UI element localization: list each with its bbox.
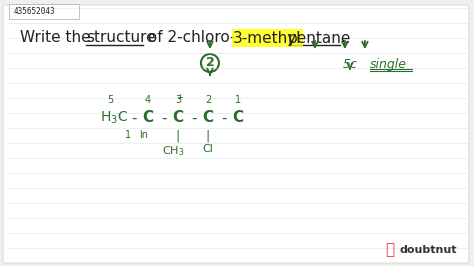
Text: doubtnut: doubtnut bbox=[400, 245, 457, 255]
Text: ln: ln bbox=[139, 130, 148, 140]
Text: 2: 2 bbox=[205, 95, 211, 105]
Text: 4: 4 bbox=[145, 95, 151, 105]
Text: single: single bbox=[369, 58, 406, 71]
Text: 1: 1 bbox=[235, 95, 241, 105]
Text: |: | bbox=[206, 129, 210, 142]
Text: Write the: Write the bbox=[20, 31, 95, 45]
Text: ⓓ: ⓓ bbox=[385, 243, 394, 257]
Text: -: - bbox=[221, 110, 227, 126]
Text: H$_3$C: H$_3$C bbox=[100, 110, 128, 126]
Text: 2: 2 bbox=[206, 56, 214, 69]
Text: structure: structure bbox=[86, 31, 155, 45]
Text: Cl: Cl bbox=[202, 144, 213, 154]
Text: +: + bbox=[176, 93, 183, 102]
FancyBboxPatch shape bbox=[9, 4, 79, 19]
Text: 5c: 5c bbox=[342, 58, 357, 71]
Text: -: - bbox=[131, 110, 137, 126]
Text: C: C bbox=[232, 110, 244, 126]
Text: 5: 5 bbox=[107, 95, 113, 105]
FancyBboxPatch shape bbox=[3, 5, 469, 263]
Text: of 2-chloro-: of 2-chloro- bbox=[143, 31, 236, 45]
Text: -: - bbox=[191, 110, 197, 126]
Text: -: - bbox=[161, 110, 167, 126]
Text: CH$_3$: CH$_3$ bbox=[162, 144, 184, 158]
Text: C: C bbox=[142, 110, 154, 126]
Text: 435652043: 435652043 bbox=[14, 7, 55, 16]
Text: .: . bbox=[340, 31, 345, 45]
Text: 3-methyl: 3-methyl bbox=[233, 31, 301, 45]
Text: C: C bbox=[173, 110, 183, 126]
Text: 3: 3 bbox=[175, 95, 181, 105]
Text: pentane: pentane bbox=[288, 31, 351, 45]
Text: C: C bbox=[202, 110, 213, 126]
Text: |: | bbox=[176, 129, 180, 142]
Text: 1: 1 bbox=[125, 130, 131, 140]
